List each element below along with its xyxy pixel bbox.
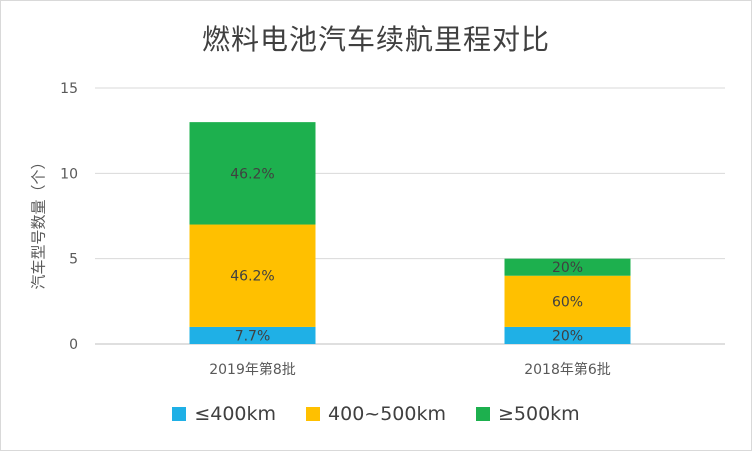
data-label: 7.7% xyxy=(235,328,271,344)
legend-label-le400: ≤400km xyxy=(194,403,277,425)
legend-label-400-500: 400~500km xyxy=(328,403,446,425)
chart-legend: ≤400km 400~500km ≥500km xyxy=(0,403,752,425)
y-tick-label: 15 xyxy=(60,81,78,97)
bar-segment xyxy=(189,326,316,344)
data-label: 46.2% xyxy=(230,166,274,182)
legend-swatch-400-500 xyxy=(306,407,321,421)
bar-segment xyxy=(504,326,631,344)
legend-item-le400: ≤400km xyxy=(172,403,276,425)
legend-item-ge500: ≥500km xyxy=(475,403,580,425)
legend-swatch-ge500 xyxy=(475,407,490,421)
chart-title: 燃料电池汽车续航里程对比 xyxy=(201,23,550,56)
y-tick-label: 5 xyxy=(69,252,78,268)
bar-segment xyxy=(189,122,316,225)
data-label: 20% xyxy=(552,328,583,344)
x-tick-label: 2018年第6批 xyxy=(524,361,611,378)
x-tick-label: 2019年第8批 xyxy=(209,361,296,378)
y-tick-label: 0 xyxy=(69,337,78,353)
data-label: 60% xyxy=(552,294,583,310)
bar-segment xyxy=(504,258,631,276)
legend-label-ge500: ≥500km xyxy=(497,403,580,425)
data-label: 20% xyxy=(552,260,583,276)
y-tick-label: 10 xyxy=(60,166,78,182)
legend-item-400-500: 400~500km xyxy=(306,403,446,425)
data-label: 46.2% xyxy=(230,269,274,285)
legend-swatch-le400 xyxy=(172,407,187,421)
bar-segment xyxy=(504,275,631,327)
bar-segment xyxy=(189,224,316,327)
